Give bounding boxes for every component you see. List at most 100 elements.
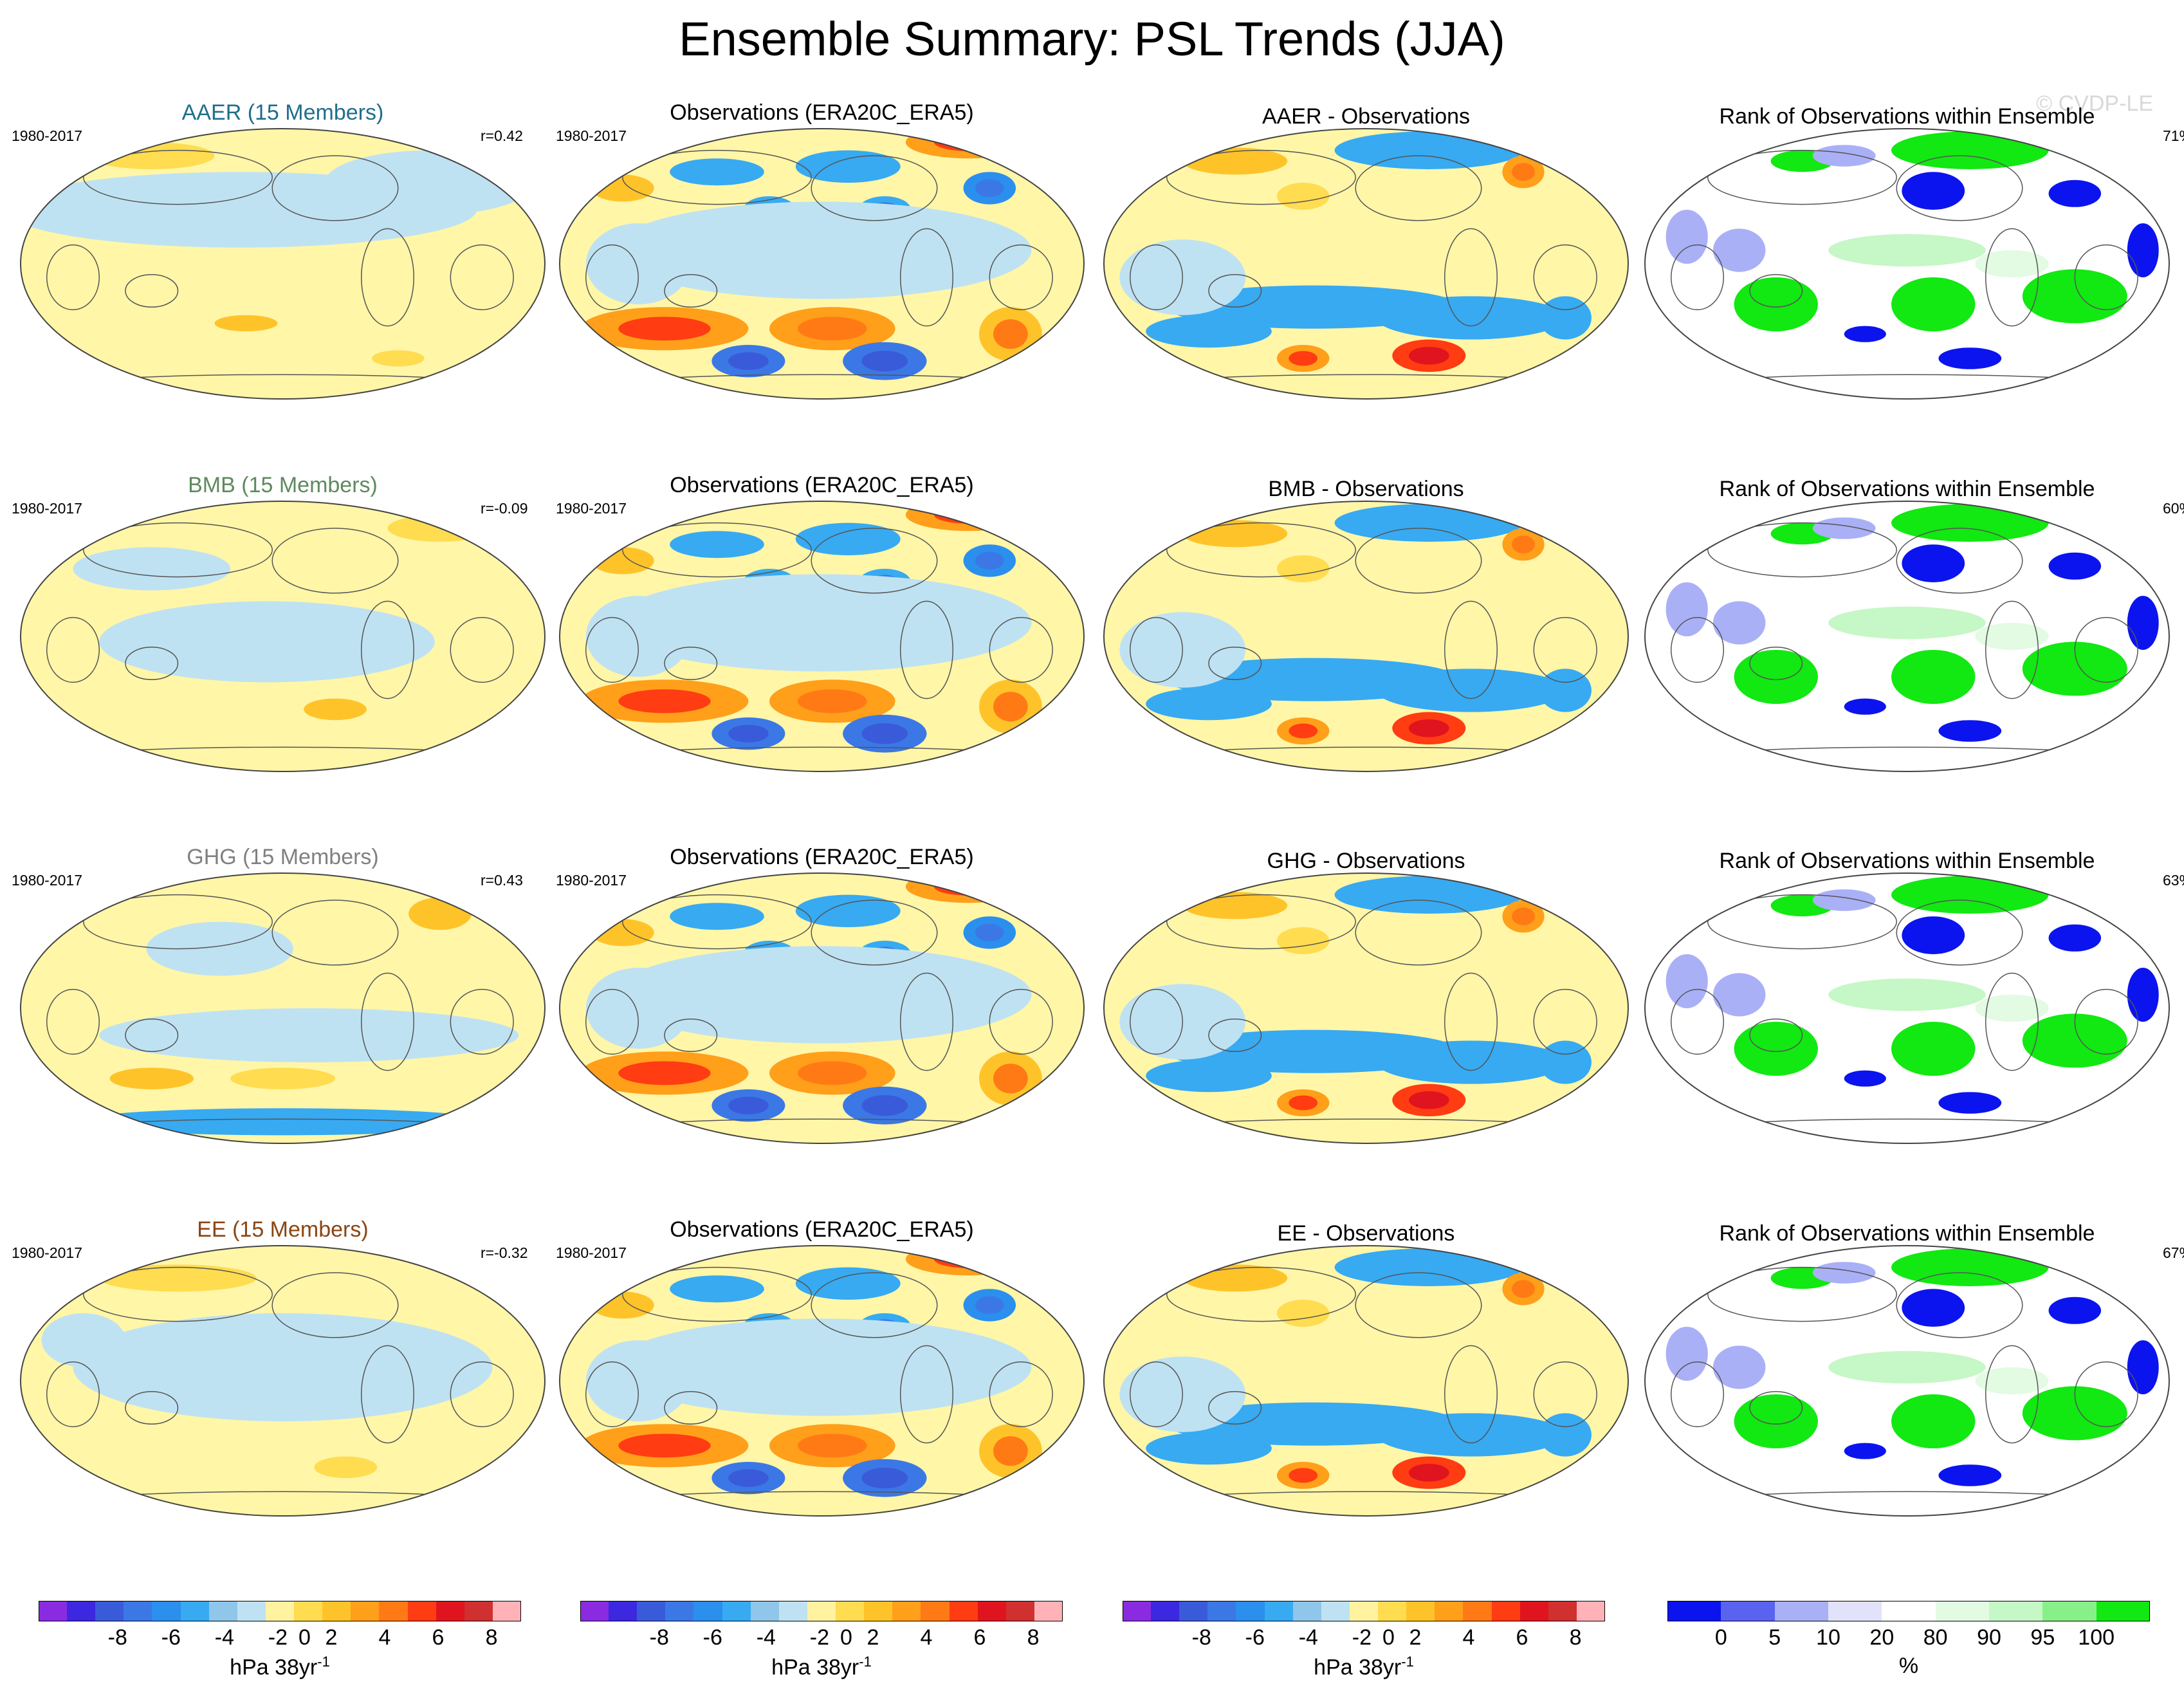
contour-region — [1812, 145, 1876, 167]
colorbar-swatch — [265, 1601, 295, 1621]
colorbar-tick-label: 4 — [1462, 1625, 1475, 1650]
contour-core — [1408, 1463, 1449, 1482]
coastline — [664, 1019, 718, 1052]
contour-region — [99, 1008, 519, 1062]
colorbar-tick-label: -6 — [702, 1625, 722, 1650]
ensemble-title: BMB (15 Members) — [188, 473, 378, 497]
colorbar-swatch — [1491, 1601, 1521, 1621]
colorbar-unit: hPa 38yr-1 — [230, 1654, 330, 1680]
coastline — [1749, 274, 1803, 308]
contour-region — [1334, 504, 1523, 542]
contour-region — [1828, 1351, 1986, 1384]
contour-region — [612, 574, 1032, 672]
colorbar-unit: hPa 38yr-1 — [771, 1654, 872, 1680]
colorbar-swatch — [322, 1601, 351, 1621]
contour-region — [314, 1456, 378, 1479]
contour-region — [2048, 180, 2102, 207]
coastline — [1208, 1019, 1262, 1052]
rank-colorbar-swatch — [1828, 1601, 1882, 1621]
contour-region — [1734, 650, 1818, 704]
map-border — [559, 501, 1085, 772]
contour-region — [1146, 687, 1272, 721]
map-border — [1644, 501, 2170, 772]
contour-core — [618, 689, 711, 714]
period-label: 1980-2017 — [12, 500, 82, 517]
colorbar-swatch — [1123, 1601, 1152, 1621]
difference-title: BMB - Observations — [1268, 477, 1464, 501]
contour-core — [933, 506, 1004, 524]
contour-core — [1512, 535, 1535, 554]
colorbar-swatch — [1151, 1601, 1180, 1621]
coastline — [1444, 1345, 1498, 1444]
contour-region — [1902, 1289, 1965, 1327]
contour-region — [1334, 1248, 1523, 1286]
colorbar-tick-label: -2 — [268, 1625, 288, 1650]
contour-region — [585, 968, 691, 1049]
coastline — [900, 972, 953, 1071]
coastline — [585, 988, 639, 1055]
colorbar-swatch — [1576, 1601, 1606, 1621]
colorbar-swatch — [1463, 1601, 1492, 1621]
coastline — [900, 228, 953, 327]
contour-region — [905, 129, 1032, 159]
contour-region — [1975, 995, 2049, 1022]
colorbar-swatch — [1179, 1601, 1208, 1621]
coastline — [585, 244, 639, 311]
colorbar-swatch — [580, 1601, 609, 1621]
contour-region — [1975, 250, 2049, 277]
colorbar-tick-label: -6 — [1245, 1625, 1265, 1650]
coastline — [1985, 600, 2039, 699]
map-panel-0-3 — [1645, 129, 2169, 399]
colorbar-swatch — [778, 1601, 808, 1621]
coastline — [1896, 900, 2023, 966]
contour-core — [1408, 1091, 1449, 1109]
coastline — [1208, 274, 1262, 308]
contour-region — [1666, 582, 1708, 636]
colorbar-swatch — [1321, 1601, 1350, 1621]
contour-region — [1938, 1092, 2002, 1114]
coastline — [1707, 522, 1897, 578]
pattern-correlation: r=-0.09 — [481, 500, 528, 517]
colorbar-swatch — [124, 1601, 152, 1621]
contour-core — [798, 317, 867, 341]
rank-colorbar-tick-label: 20 — [1869, 1625, 1895, 1650]
colorbar-tick-label: 2 — [325, 1625, 338, 1650]
coastline — [1208, 647, 1262, 680]
map-panel-2-2 — [1104, 873, 1628, 1143]
contour-region — [1712, 601, 1766, 645]
contour-region — [1828, 606, 1986, 640]
colorbar-swatch — [237, 1601, 266, 1621]
map-panel-2-0 — [21, 873, 545, 1143]
colorbar-tick-label: -8 — [107, 1625, 127, 1650]
contour-region — [612, 946, 1032, 1044]
rank-title: Rank of Observations within Ensemble — [1719, 849, 2095, 873]
coastline — [1707, 894, 1897, 950]
colorbar-tick-label: -8 — [1191, 1625, 1211, 1650]
map-panel-3-0 — [21, 1246, 545, 1516]
contour-region — [1334, 131, 1523, 169]
contour-region — [1938, 1464, 2002, 1486]
period-label: 1980-2017 — [12, 127, 82, 144]
contour-region — [2127, 223, 2159, 277]
coastline — [361, 972, 414, 1071]
coastline — [1166, 1266, 1356, 1322]
map-border — [1644, 872, 2170, 1144]
rank-title: Rank of Observations within Ensemble — [1719, 1221, 2095, 1246]
contour-core — [728, 352, 769, 371]
colorbar-tick-label: 8 — [1569, 1625, 1582, 1650]
coastline — [1533, 616, 1597, 683]
colorbar-tick-label: -2 — [809, 1625, 829, 1650]
rank-percent: 71% — [2163, 127, 2184, 144]
contour-core — [1289, 723, 1318, 739]
obs-period-label: 1980-2017 — [556, 500, 627, 517]
obs-period-label: 1980-2017 — [556, 127, 627, 144]
obs-period-label: 1980-2017 — [556, 1244, 627, 1261]
colorbar-outline — [39, 1601, 521, 1621]
contour-region — [585, 223, 691, 304]
colorbar-swatch — [892, 1601, 921, 1621]
coastline — [83, 522, 273, 578]
colorbar-swatch — [977, 1601, 1007, 1621]
coastline — [83, 894, 273, 950]
contour-region — [1276, 1300, 1330, 1327]
contour-region — [1334, 876, 1523, 914]
